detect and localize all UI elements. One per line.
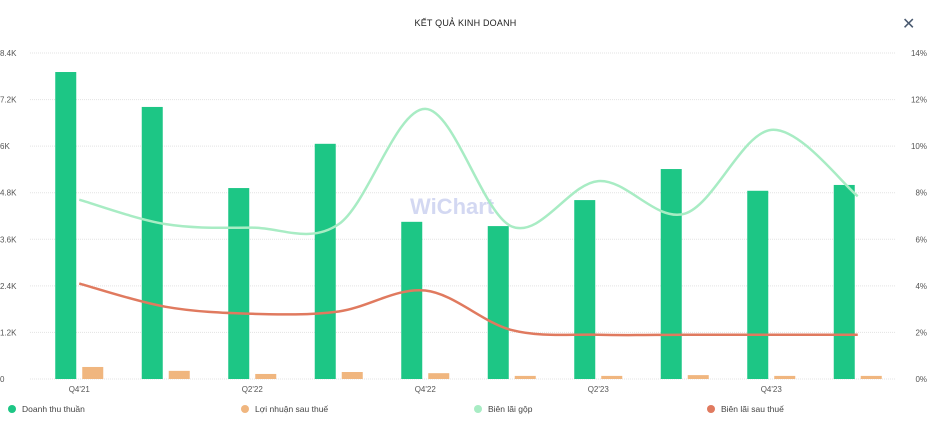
revenue-bar <box>660 169 682 379</box>
legend-item[interactable]: Biên lãi sau thuế <box>707 404 784 414</box>
legend-label: Lợi nhuận sau thuế <box>255 404 329 414</box>
revenue-bar <box>401 221 423 379</box>
y-right-tick-label: 0% <box>915 375 927 384</box>
profit-bar <box>601 375 623 379</box>
legend-dot-icon <box>8 405 16 413</box>
x-tick-label: Q4'22 <box>415 385 437 394</box>
legend-label: Doanh thu thuần <box>22 404 85 414</box>
revenue-bar <box>574 200 596 379</box>
profit-bar <box>774 375 796 379</box>
close-icon[interactable]: ✕ <box>902 16 916 33</box>
legend-label: Biên lãi gộp <box>488 404 533 414</box>
revenue-bar <box>228 188 250 379</box>
y-right-tick-label: 6% <box>915 235 927 244</box>
x-tick-label: Q4'21 <box>69 385 91 394</box>
y-right-tick-label: 4% <box>915 282 927 291</box>
legend-dot-icon <box>707 405 715 413</box>
legend-label: Biên lãi sau thuế <box>721 404 784 414</box>
profit-bar <box>82 366 104 379</box>
x-tick-label: Q2'23 <box>588 385 610 394</box>
y-left-tick-label: 7.2K <box>0 96 17 105</box>
watermark: WiChart <box>410 194 495 219</box>
profit-bar <box>687 375 709 379</box>
y-left-tick-label: 3.6K <box>0 235 17 244</box>
combo-chart: 0 0% 1.2K 2% 2.4K 4% 3.6K 6% 4.8K 8% 6K 10% 7.2K 12% 8… <box>0 49 927 394</box>
profit-bar <box>514 375 536 379</box>
legend-item[interactable]: Biên lãi gộp <box>474 404 532 414</box>
legend: Doanh thu thuần Lợi nhuận sau thuế Biên lã… <box>0 404 931 418</box>
y-left-tick-label: 2.4K <box>0 282 17 291</box>
x-tick-label: Q4'23 <box>761 385 783 394</box>
y-left-tick-label: 1.2K <box>0 328 17 337</box>
legend-dot-icon <box>474 405 482 413</box>
x-tick-label: Q2'22 <box>242 385 264 394</box>
revenue-bar <box>141 106 163 379</box>
profit-bar <box>255 373 277 379</box>
y-right-tick-label: 12% <box>911 96 927 105</box>
profit-bar <box>428 373 450 379</box>
profit-bar <box>860 375 882 379</box>
y-right-tick-label: 2% <box>915 328 927 337</box>
revenue-bar <box>487 226 509 379</box>
revenue-bar <box>314 143 336 379</box>
y-left-tick-label: 6K <box>0 142 10 151</box>
revenue-bar <box>833 184 855 379</box>
revenue-bar <box>55 72 77 380</box>
y-left-tick-label: 4.8K <box>0 189 17 198</box>
profit-bar <box>168 370 190 379</box>
profit-bar <box>341 372 363 379</box>
legend-item[interactable]: Lợi nhuận sau thuế <box>241 404 328 414</box>
net-margin-line <box>78 282 858 337</box>
gross-margin-line <box>78 107 859 236</box>
y-left-tick-label: 8.4K <box>0 49 17 58</box>
y-right-tick-label: 14% <box>911 49 927 58</box>
y-right-tick-label: 10% <box>911 142 927 151</box>
chart-title: KẾT QUẢ KINH DOANH <box>414 18 517 28</box>
legend-dot-icon <box>241 405 249 413</box>
legend-item[interactable]: Doanh thu thuần <box>8 404 85 414</box>
y-right-tick-label: 8% <box>915 189 927 198</box>
revenue-bar <box>747 190 769 379</box>
y-left-tick-label: 0 <box>0 375 5 384</box>
